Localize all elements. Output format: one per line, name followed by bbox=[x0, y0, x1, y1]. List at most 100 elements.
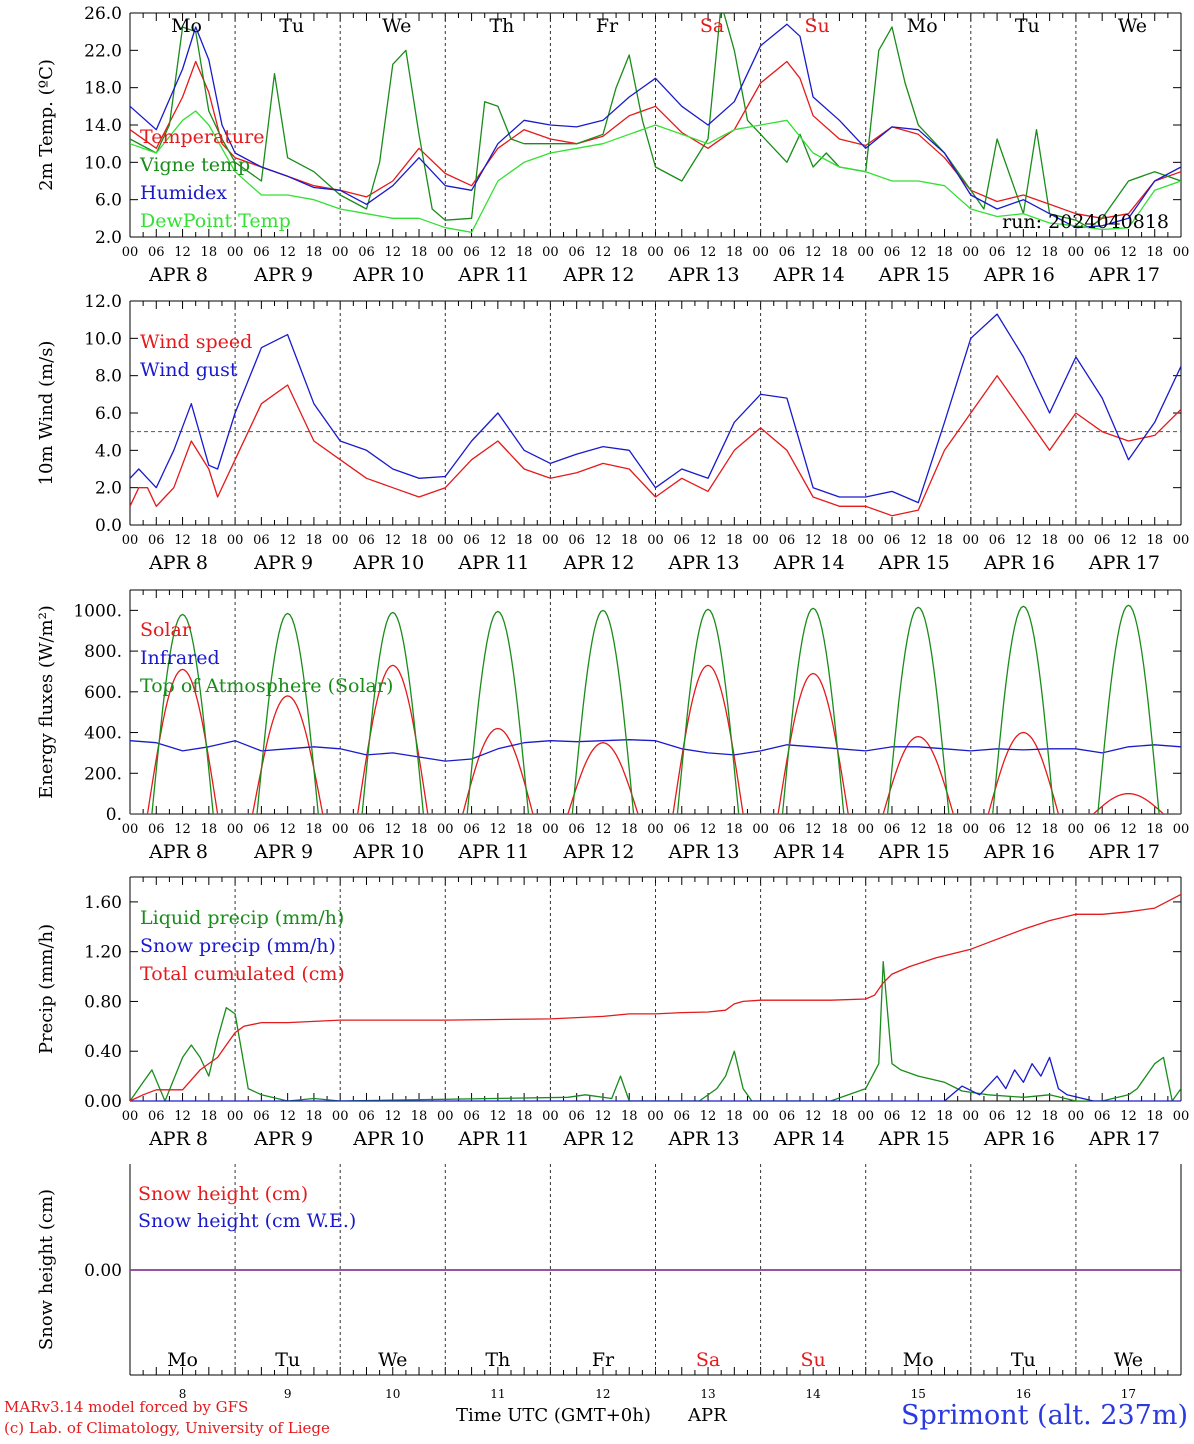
hour-tick-label: 00 bbox=[857, 245, 874, 260]
y-axis-title: Snow height (cm) bbox=[36, 1189, 57, 1350]
date-label: APR 10 bbox=[352, 1128, 424, 1150]
panel-3: 0. 200. 400. 600. 800. 1000. Energy fluxes (W/… bbox=[36, 589, 1189, 863]
panel-4: 0.00 0.40 0.80 1.20 1.60 Precip (mm/h) 00 06 12 1… bbox=[36, 876, 1190, 1150]
y-tick-label: 0.00 bbox=[84, 1261, 122, 1281]
hour-tick-label: 00 bbox=[647, 1109, 664, 1124]
hour-tick-label: 18 bbox=[411, 822, 428, 837]
series-line bbox=[130, 893, 1181, 1101]
day-of-week-label: Mo bbox=[907, 15, 938, 37]
hour-tick-label: 00 bbox=[122, 533, 139, 548]
hour-tick-label: 18 bbox=[621, 822, 638, 837]
date-label: APR 12 bbox=[562, 552, 634, 574]
hour-tick-label: 12 bbox=[805, 245, 822, 260]
hour-tick-label: 00 bbox=[437, 1109, 454, 1124]
hour-tick-label: 06 bbox=[884, 822, 901, 837]
day-of-week-label: Sa bbox=[700, 15, 724, 37]
legend-entry: Top of Atmosphere (Solar) bbox=[140, 675, 393, 697]
hour-tick-label: 18 bbox=[411, 245, 428, 260]
day-number-label: 9 bbox=[284, 1387, 292, 1401]
hour-tick-label: 06 bbox=[674, 245, 691, 260]
hour-tick-label: 12 bbox=[910, 1109, 927, 1124]
hour-tick-label: 18 bbox=[831, 533, 848, 548]
hour-tick-label: 06 bbox=[1094, 245, 1111, 260]
hour-tick-label: 00 bbox=[963, 822, 980, 837]
hour-tick-label: 06 bbox=[463, 533, 480, 548]
date-label: APR 12 bbox=[562, 264, 634, 286]
series-line bbox=[130, 13, 1181, 229]
series-line bbox=[130, 960, 1181, 1101]
hour-tick-label: 18 bbox=[936, 1109, 953, 1124]
hour-tick-label: 06 bbox=[674, 1109, 691, 1124]
date-label: APR 17 bbox=[1088, 841, 1160, 863]
footer-credit-line1: MARv3.14 model forced by GFS bbox=[4, 1398, 249, 1416]
hour-tick-label: 12 bbox=[595, 533, 612, 548]
hour-tick-label: 06 bbox=[674, 822, 691, 837]
y-tick-label: 0.40 bbox=[84, 1042, 122, 1062]
day-number-label: 13 bbox=[700, 1387, 715, 1401]
date-label: APR 9 bbox=[253, 552, 313, 574]
hour-tick-label: 06 bbox=[568, 245, 585, 260]
day-number-label: 8 bbox=[179, 1387, 187, 1401]
y-tick-label: 6.0 bbox=[95, 191, 122, 211]
hour-tick-label: 12 bbox=[384, 533, 401, 548]
date-label: APR 9 bbox=[253, 1128, 313, 1150]
hour-tick-label: 00 bbox=[437, 245, 454, 260]
date-label: APR 16 bbox=[983, 264, 1055, 286]
date-label: APR 11 bbox=[457, 841, 529, 863]
hour-tick-label: 18 bbox=[1041, 1109, 1058, 1124]
hour-tick-label: 12 bbox=[910, 822, 927, 837]
hour-tick-label: 06 bbox=[463, 1109, 480, 1124]
hour-tick-label: 18 bbox=[726, 245, 743, 260]
day-of-week-label: Mo bbox=[167, 1349, 198, 1371]
hour-tick-label: 18 bbox=[1146, 533, 1163, 548]
hour-tick-label: 12 bbox=[490, 533, 507, 548]
date-label: APR 16 bbox=[983, 1128, 1055, 1150]
y-tick-label: 400. bbox=[84, 724, 122, 744]
series-line bbox=[130, 604, 1181, 814]
hour-tick-label: 18 bbox=[516, 533, 533, 548]
date-label: APR 15 bbox=[878, 264, 950, 286]
date-label: APR 8 bbox=[148, 264, 208, 286]
series-line bbox=[130, 664, 1181, 814]
date-label: APR 15 bbox=[878, 1128, 950, 1150]
hour-tick-label: 00 bbox=[542, 245, 559, 260]
y-tick-label: 600. bbox=[84, 683, 122, 703]
hour-tick-label: 06 bbox=[253, 533, 270, 548]
hour-tick-label: 00 bbox=[752, 533, 769, 548]
date-label: APR 16 bbox=[983, 841, 1055, 863]
hour-tick-label: 12 bbox=[595, 245, 612, 260]
hour-tick-label: 12 bbox=[1015, 1109, 1032, 1124]
hour-tick-label: 12 bbox=[700, 245, 717, 260]
legend-entry: Humidex bbox=[140, 182, 227, 204]
hour-tick-label: 06 bbox=[568, 1109, 585, 1124]
y-tick-label: 1.20 bbox=[84, 943, 122, 963]
hour-tick-label: 06 bbox=[1094, 1109, 1111, 1124]
hour-tick-label: 00 bbox=[1173, 245, 1190, 260]
hour-tick-label: 18 bbox=[201, 245, 218, 260]
hour-tick-label: 06 bbox=[779, 245, 796, 260]
hour-tick-label: 06 bbox=[1094, 533, 1111, 548]
hour-tick-label: 18 bbox=[726, 1109, 743, 1124]
y-axis-title: 10m Wind (m/s) bbox=[36, 341, 57, 486]
hour-tick-label: 00 bbox=[1068, 822, 1085, 837]
date-label: APR 12 bbox=[562, 841, 634, 863]
date-label: APR 17 bbox=[1088, 552, 1160, 574]
date-label: APR 14 bbox=[773, 1128, 845, 1150]
hour-tick-label: 06 bbox=[989, 1109, 1006, 1124]
hour-tick-label: 18 bbox=[621, 1109, 638, 1124]
date-label: APR 15 bbox=[878, 552, 950, 574]
footer-credit-line2: (c) Lab. of Climatology, University of L… bbox=[4, 1419, 330, 1437]
panel-1: 2.0 6.0 10.0 14.0 18.0 22.0 26.0 2m Temp. (ºC) 0… bbox=[36, 4, 1189, 286]
y-tick-label: 0. bbox=[106, 805, 122, 825]
hour-tick-label: 06 bbox=[253, 245, 270, 260]
hour-tick-label: 12 bbox=[1015, 533, 1032, 548]
hour-tick-label: 00 bbox=[1173, 1109, 1190, 1124]
day-of-week-label: Fr bbox=[596, 15, 619, 37]
hour-tick-label: 12 bbox=[384, 245, 401, 260]
hour-tick-label: 06 bbox=[989, 245, 1006, 260]
hour-tick-label: 12 bbox=[805, 1109, 822, 1124]
y-tick-label: 0.0 bbox=[95, 516, 122, 536]
y-tick-label: 0.00 bbox=[84, 1092, 122, 1112]
hour-tick-label: 00 bbox=[647, 245, 664, 260]
hour-tick-label: 18 bbox=[1041, 822, 1058, 837]
